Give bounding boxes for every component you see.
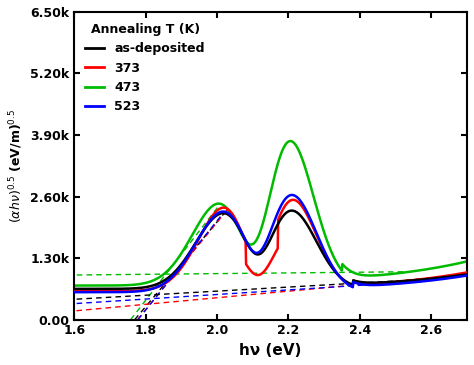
X-axis label: hν (eV): hν (eV) [239,343,302,358]
Legend: as-deposited, 373, 473, 523: as-deposited, 373, 473, 523 [81,18,210,118]
Y-axis label: $(\alpha h\nu)^{0.5}$ (eV/m)$^{0.5}$: $(\alpha h\nu)^{0.5}$ (eV/m)$^{0.5}$ [7,109,25,223]
